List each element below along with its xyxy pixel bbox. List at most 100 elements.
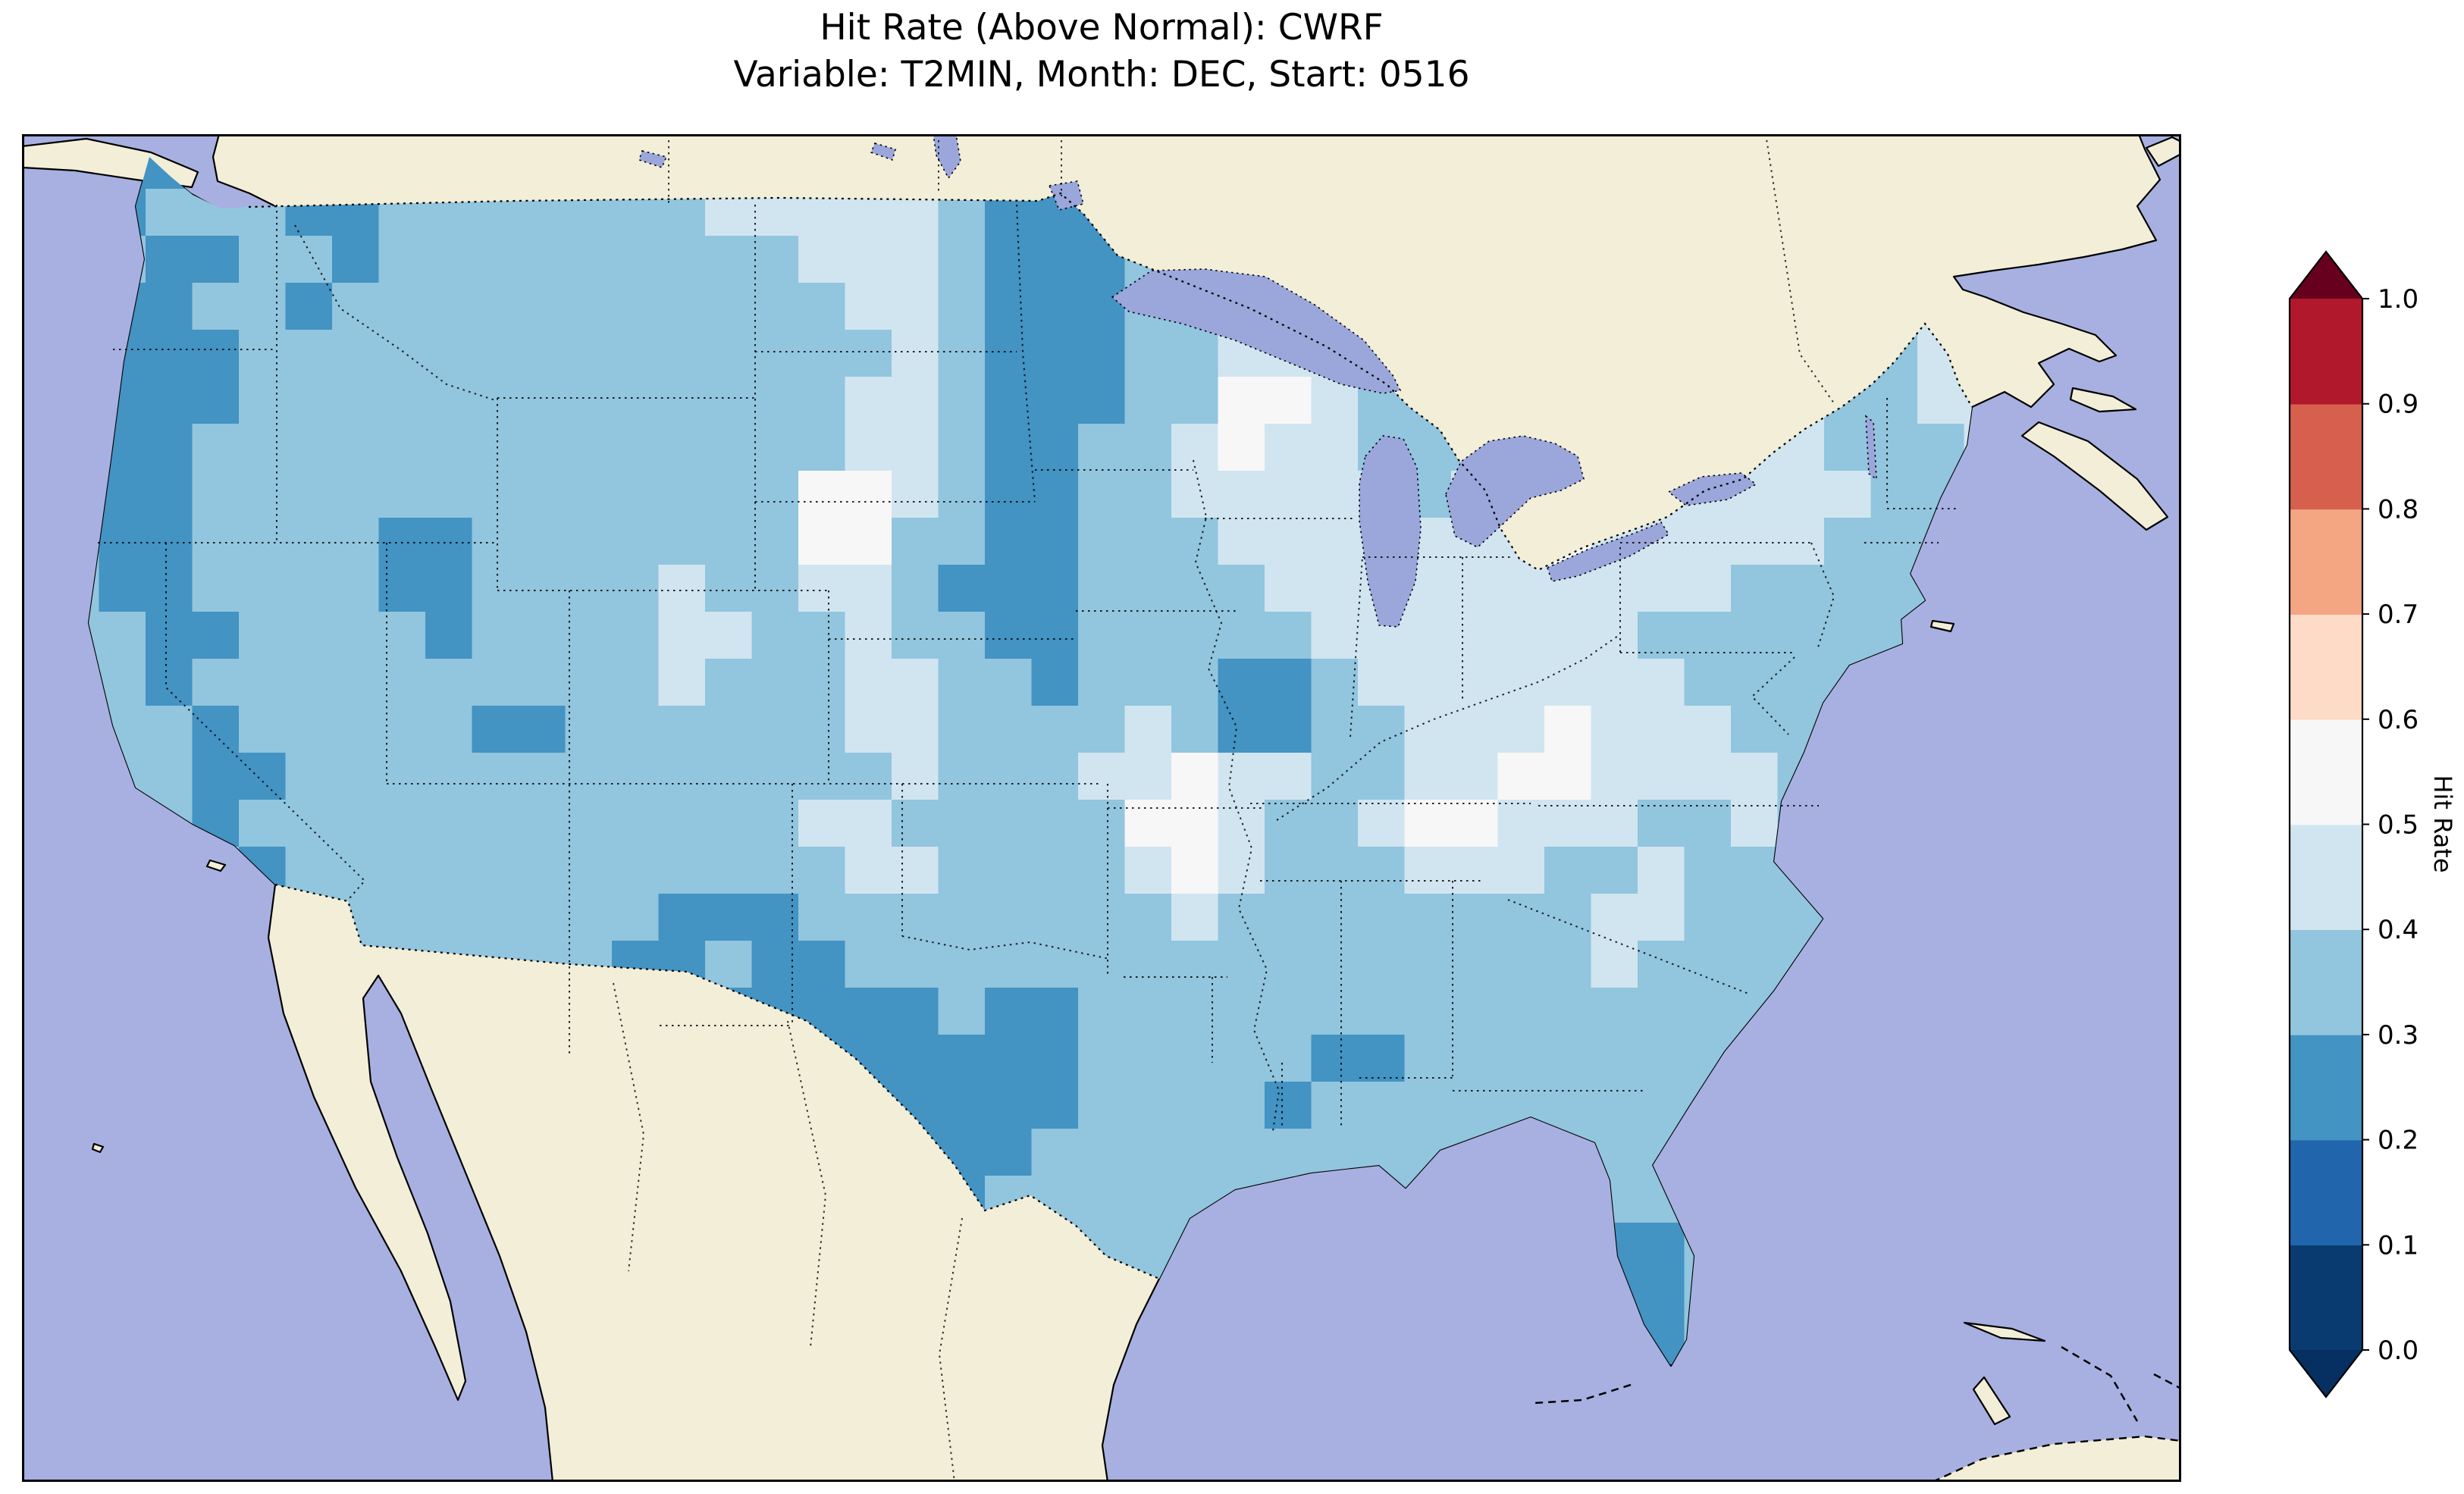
- colorbar-panel: 0.0 0.1 0.2 0.3 0.4 0.5 0.6 0.7 0.8 0.9 1.0 Hit Ra…: [2274, 243, 2464, 1455]
- hit-rate-cell: [1218, 1129, 1265, 1176]
- hit-rate-cell: [845, 659, 892, 706]
- hit-rate-cell: [1078, 1129, 1126, 1176]
- colorbar-tick-label: 0.0: [2378, 1336, 2419, 1366]
- hit-rate-cell: [239, 706, 287, 753]
- hit-rate-cell: [239, 471, 287, 518]
- hit-rate-cell: [1451, 941, 1499, 988]
- hit-rate-cell: [938, 283, 986, 330]
- hit-rate-cell: [565, 894, 613, 941]
- colorbar-segment: [2290, 299, 2362, 405]
- hit-rate-cell: [938, 1035, 986, 1082]
- hit-rate-cell: [1544, 612, 1592, 659]
- hit-rate-cell: [1311, 941, 1359, 988]
- hit-rate-cell: [332, 706, 380, 753]
- hit-rate-cell: [1591, 659, 1638, 706]
- hit-rate-cell: [1777, 565, 1825, 612]
- hit-rate-cell: [332, 471, 380, 518]
- hit-rate-cell: [1265, 800, 1312, 847]
- hit-rate-cell: [332, 847, 380, 894]
- hit-rate-cell: [1311, 847, 1359, 894]
- hit-rate-cell: [1078, 518, 1126, 565]
- hit-rate-cell: [1404, 1082, 1452, 1129]
- hit-rate-cell: [1684, 565, 1732, 612]
- hit-rate-cell: [378, 518, 426, 565]
- hit-rate-cell: [798, 283, 846, 330]
- hit-rate-cell: [146, 377, 193, 424]
- hit-rate-cell: [378, 894, 426, 941]
- hit-rate-cell: [285, 471, 333, 518]
- hit-rate-cell: [519, 800, 566, 847]
- hit-rate-cell: [798, 706, 846, 753]
- hit-rate-cell: [1171, 706, 1219, 753]
- hit-rate-cell: [1265, 424, 1312, 471]
- hit-rate-cell: [1591, 612, 1638, 659]
- hit-rate-cell: [1265, 988, 1312, 1035]
- hit-rate-cell: [1265, 659, 1312, 706]
- hit-rate-cell: [239, 612, 287, 659]
- hit-rate-cell: [1265, 706, 1312, 753]
- hit-rate-cell: [1031, 565, 1079, 612]
- hit-rate-cell: [1544, 847, 1592, 894]
- hit-rate-cell: [1544, 706, 1592, 753]
- hit-rate-cell: [146, 189, 193, 236]
- hit-rate-cell: [1124, 377, 1172, 424]
- hit-rate-cell: [1684, 659, 1732, 706]
- hit-rate-cell: [378, 471, 426, 518]
- hit-rate-cell: [705, 565, 753, 612]
- hit-rate-cell: [845, 330, 892, 377]
- hit-rate-cell: [332, 800, 380, 847]
- hit-rate-cell: [1684, 894, 1732, 941]
- hit-rate-cell: [1638, 988, 1685, 1035]
- hit-rate-cell: [285, 800, 333, 847]
- hit-rate-cell: [1731, 894, 1779, 941]
- hit-rate-cell: [705, 518, 753, 565]
- hit-rate-cell: [378, 330, 426, 377]
- hit-rate-cell: [332, 518, 380, 565]
- hit-rate-cell: [1777, 471, 1825, 518]
- hit-rate-cell: [1171, 518, 1219, 565]
- hit-rate-cell: [146, 283, 193, 330]
- hit-rate-cell: [705, 753, 753, 800]
- hit-rate-cell: [705, 377, 753, 424]
- hit-rate-cell: [1638, 612, 1685, 659]
- hit-rate-cell: [938, 471, 986, 518]
- hit-rate-cell: [892, 236, 939, 283]
- hit-rate-cell: [612, 612, 660, 659]
- hit-rate-cell: [1078, 612, 1126, 659]
- hit-rate-cell: [845, 236, 892, 283]
- hit-rate-cell: [472, 894, 519, 941]
- hit-rate-cell: [1684, 800, 1732, 847]
- hit-rate-cell: [798, 847, 846, 894]
- colorbar-tick-label: 0.4: [2378, 915, 2419, 945]
- hit-rate-cell: [425, 706, 473, 753]
- hit-rate-cell: [472, 565, 519, 612]
- hit-rate-cell: [1497, 847, 1545, 894]
- hit-rate-cell: [1638, 941, 1685, 988]
- hit-rate-cell: [1265, 518, 1312, 565]
- hit-rate-cell: [146, 518, 193, 565]
- hit-rate-cell: [612, 706, 660, 753]
- hit-rate-cell: [378, 236, 426, 283]
- hit-rate-cell: [612, 565, 660, 612]
- hit-rate-cell: [192, 565, 240, 612]
- hit-rate-cell: [1544, 988, 1592, 1035]
- hit-rate-cell: [1591, 1082, 1638, 1129]
- hit-rate-cell: [1777, 518, 1825, 565]
- hit-rate-cell: [845, 894, 892, 941]
- hit-rate-cell: [1404, 988, 1452, 1035]
- hit-rate-cell: [1311, 518, 1359, 565]
- hit-rate-cell: [565, 612, 613, 659]
- hit-rate-cell: [845, 847, 892, 894]
- hit-rate-cell: [938, 894, 986, 941]
- hit-rate-cell: [938, 988, 986, 1035]
- hit-rate-cell: [1124, 1176, 1172, 1223]
- hit-rate-cell: [1078, 565, 1126, 612]
- hit-rate-cell: [1218, 424, 1265, 471]
- hit-rate-cell: [1824, 424, 1872, 471]
- hit-rate-cell: [1311, 565, 1359, 612]
- hit-rate-cell: [751, 424, 799, 471]
- hit-rate-cell: [1171, 659, 1219, 706]
- hit-rate-cell: [1404, 941, 1452, 988]
- guadalupe-island: [91, 1142, 105, 1154]
- catalina-island: [205, 859, 227, 872]
